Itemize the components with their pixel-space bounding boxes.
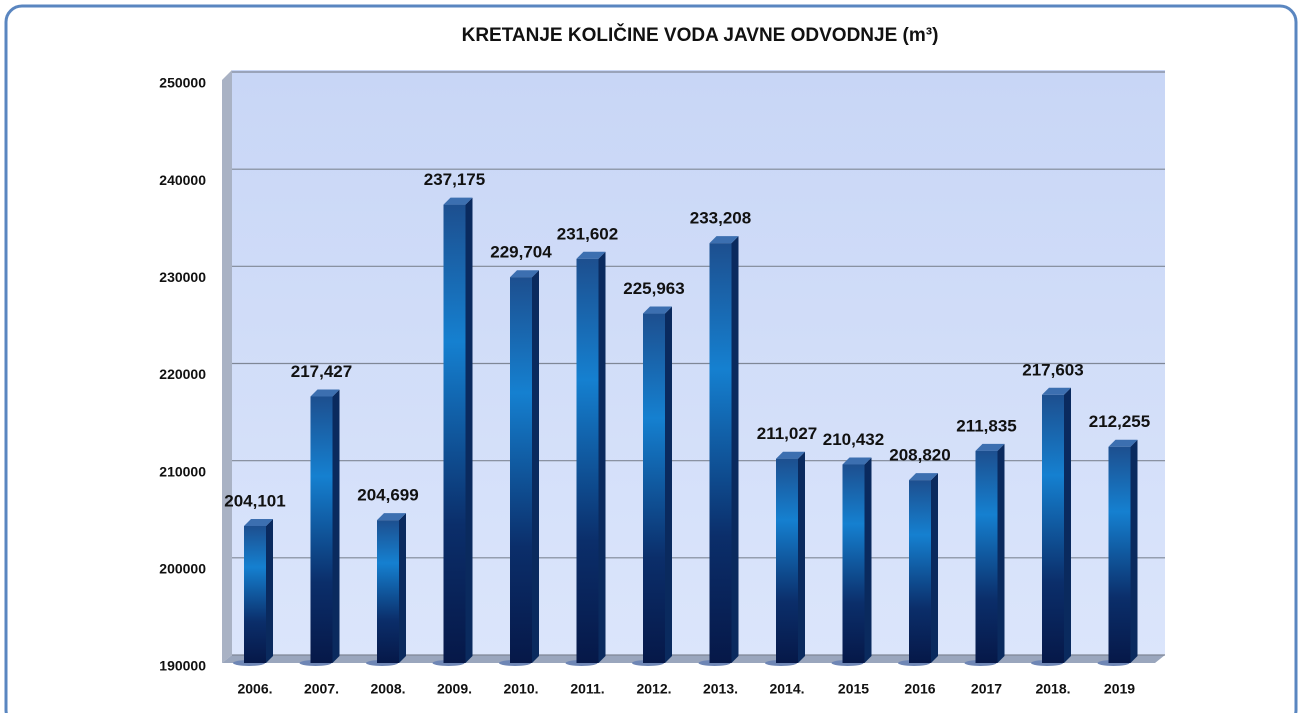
bar-top (643, 306, 672, 314)
bar-side (665, 306, 672, 663)
x-tick-label: 2013. (703, 681, 738, 697)
bar-side (465, 197, 473, 663)
x-tick-label: 2012. (636, 681, 671, 697)
y-tick-label: 210000 (159, 463, 206, 479)
bar-side (332, 389, 340, 663)
value-label: 233,208 (690, 209, 751, 228)
bar-side (1130, 439, 1138, 663)
bar-top (709, 236, 739, 244)
y-tick-label: 220000 (159, 366, 206, 382)
bar (709, 243, 732, 663)
bar-side (598, 251, 606, 664)
value-label: 229,704 (490, 243, 552, 262)
value-label: 237,175 (424, 170, 485, 189)
side-wall (222, 70, 232, 663)
value-label: 217,427 (291, 362, 352, 381)
y-tick-label: 250000 (159, 75, 206, 91)
bar-top (975, 443, 1005, 451)
value-label: 212,255 (1089, 412, 1150, 431)
value-label: 208,820 (889, 446, 950, 465)
x-tick-label: 2017 (971, 681, 1002, 697)
value-label: 211,835 (956, 416, 1017, 435)
bar-top (510, 270, 539, 278)
x-tick-label: 2014. (769, 681, 804, 697)
y-tick-label: 200000 (159, 561, 206, 577)
x-tick-label: 2018. (1035, 681, 1070, 697)
bar (909, 480, 931, 663)
bar (842, 464, 865, 663)
bar-side (1064, 387, 1071, 663)
bar (975, 450, 998, 663)
y-tick-label: 190000 (159, 658, 206, 674)
value-label: 210,432 (823, 430, 884, 449)
bar-side (532, 270, 539, 663)
bar (1042, 394, 1064, 663)
bar-top (1108, 439, 1138, 447)
bar (576, 258, 599, 663)
bar (443, 204, 466, 663)
value-label: 204,101 (224, 491, 285, 510)
bar (310, 396, 333, 663)
chart-title: KRETANJE KOLIČINE VODA JAVNE ODVODNJE (m… (462, 24, 939, 46)
bar (377, 520, 399, 663)
floor (222, 655, 1165, 663)
bar-top (1042, 387, 1071, 395)
value-label: 217,603 (1022, 360, 1083, 379)
value-label: 225,963 (623, 279, 684, 298)
bar-top (377, 513, 406, 521)
x-tick-label: 2019 (1104, 681, 1135, 697)
x-tick-label: 2008. (370, 681, 405, 697)
x-tick-label: 2011. (570, 681, 604, 697)
bar-side (864, 457, 872, 663)
bar-side (266, 518, 273, 663)
bar-side (931, 473, 938, 663)
x-tick-label: 2010. (503, 681, 538, 697)
value-label: 211,027 (757, 424, 818, 443)
bar-top (842, 457, 872, 465)
y-tick-label: 230000 (159, 269, 206, 285)
bar (776, 458, 798, 663)
value-label: 204,699 (357, 486, 418, 505)
bar-top (776, 451, 805, 459)
x-tick-label: 2007. (304, 681, 339, 697)
bar (1108, 446, 1131, 663)
bar-side (798, 451, 805, 663)
value-label: 231,602 (557, 224, 618, 243)
bar-top (576, 251, 606, 259)
bar (244, 525, 266, 663)
bar-top (909, 473, 938, 481)
bar-side (399, 513, 406, 663)
x-tick-label: 2009. (437, 681, 472, 697)
x-tick-label: 2016 (904, 681, 935, 697)
bar-side (997, 443, 1005, 663)
x-tick-label: 2006. (237, 681, 272, 697)
bar (643, 313, 665, 663)
bar-top (310, 389, 340, 397)
bar-top (443, 197, 473, 205)
y-tick-label: 240000 (159, 172, 206, 188)
bar (510, 277, 532, 663)
bar-side (731, 236, 739, 663)
x-tick-label: 2015 (838, 681, 869, 697)
bar-top (244, 518, 273, 526)
